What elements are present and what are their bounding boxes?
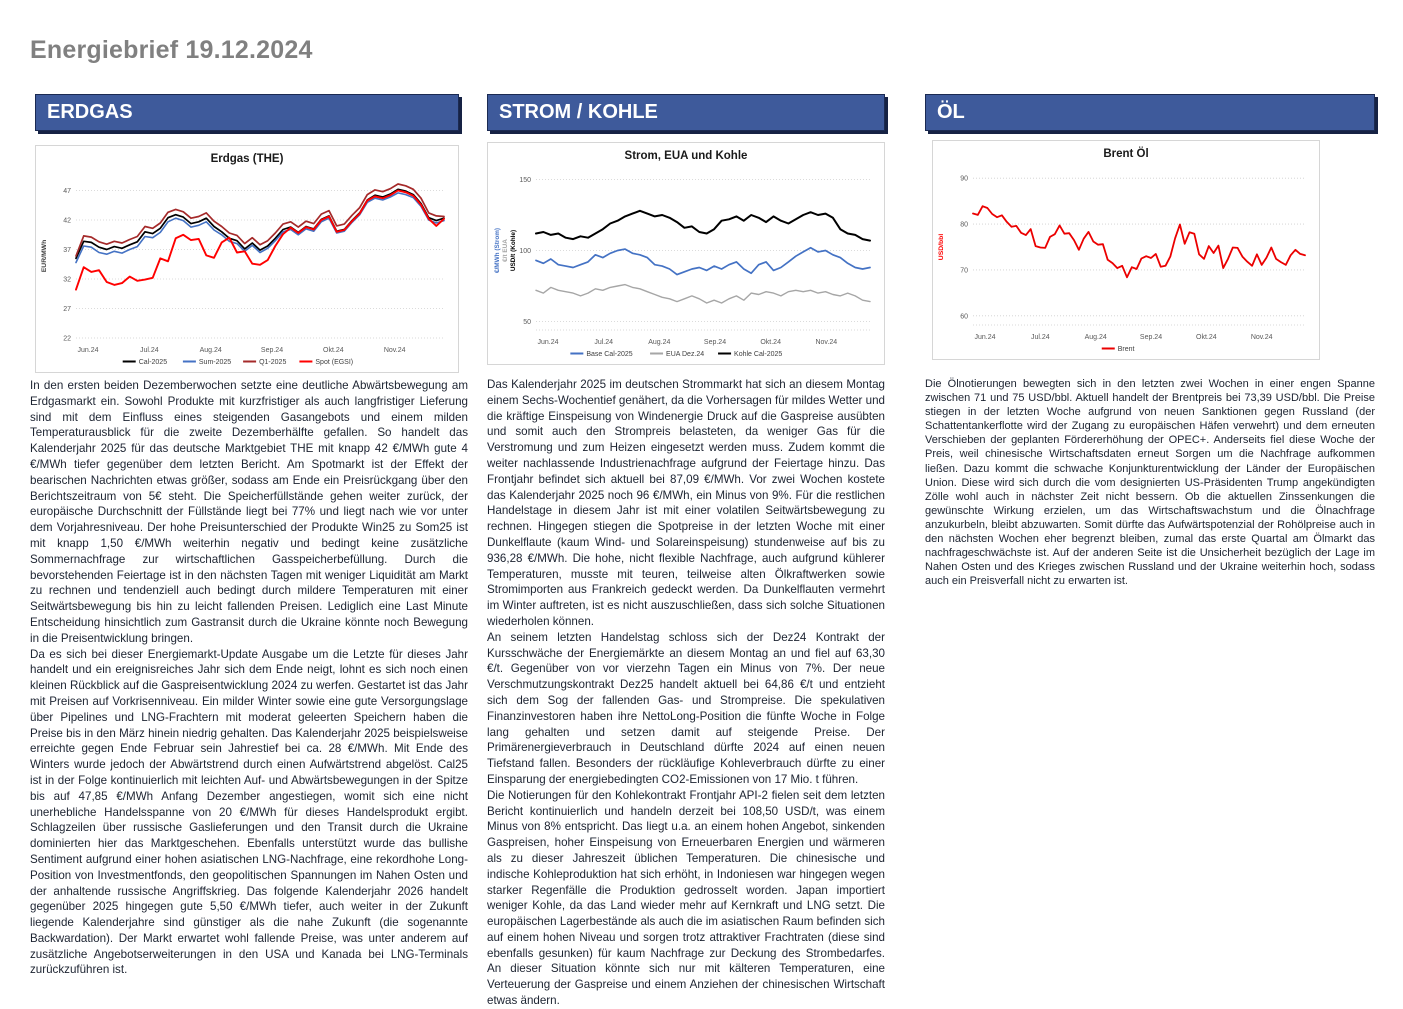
brent-chart: Brent Öl 60 70 80 90 Jun.24 Jul.24 Aug.24 Sep.24…: [932, 140, 1320, 360]
svg-text:Sum-2025: Sum-2025: [199, 359, 231, 366]
svg-text:50: 50: [523, 319, 531, 326]
svg-text:Nov.24: Nov.24: [1251, 334, 1273, 341]
svg-text:150: 150: [519, 177, 531, 184]
svg-text:Jul.24: Jul.24: [140, 347, 159, 354]
oel-paragraph-1: Die Ölnotierungen bewegten sich in den l…: [925, 378, 1375, 588]
strom-eua-kohle-chart-svg: Strom, EUA und Kohle 50 100 150 Jun.24 Jul.24…: [494, 150, 871, 358]
svg-text:Okt.24: Okt.24: [1196, 334, 1217, 341]
svg-text:70: 70: [960, 267, 968, 274]
svg-text:Brent: Brent: [1118, 346, 1135, 353]
strom-paragraph-3: Die Notierungen für den Kohlekontrakt Fr…: [487, 788, 885, 1008]
svg-text:80: 80: [960, 222, 968, 229]
svg-text:Kohle Cal-2025: Kohle Cal-2025: [734, 351, 782, 358]
section-header-erdgas: ERDGAS: [35, 94, 459, 131]
svg-text:Okt.24: Okt.24: [323, 347, 344, 354]
svg-text:60: 60: [960, 313, 968, 320]
svg-text:37: 37: [63, 247, 71, 254]
svg-text:90: 90: [960, 176, 968, 183]
svg-text:EUR/MWh: EUR/MWh: [41, 240, 48, 272]
oel-text: Die Ölnotierungen bewegten sich in den l…: [925, 377, 1375, 588]
svg-text:Sep.24: Sep.24: [1140, 334, 1162, 341]
svg-text:100: 100: [519, 248, 531, 255]
section-header-oel: ÖL: [925, 94, 1375, 131]
svg-text:Jun.24: Jun.24: [77, 347, 98, 354]
svg-text:Brent Öl: Brent Öl: [1103, 147, 1148, 160]
svg-text:Aug.24: Aug.24: [1085, 334, 1107, 341]
svg-text:Aug.24: Aug.24: [648, 339, 670, 346]
erdgas-chart: Erdgas (THE) 22 27 32 37 42 47 Jun.24 Jul.24 Aug.…: [35, 145, 459, 373]
strom-paragraph-2: An seinem letzten Handelstag schloss sic…: [487, 630, 885, 786]
erdgas-chart-svg: Erdgas (THE) 22 27 32 37 42 47 Jun.24 Jul.24 Aug.…: [41, 153, 445, 366]
svg-text:Okt.24: Okt.24: [760, 339, 781, 346]
section-header-strom-kohle: STROM / KOHLE: [487, 94, 885, 131]
erdgas-paragraph-1: In den ersten beiden Dezemberwochen setz…: [30, 379, 468, 645]
svg-text:EUA Dez.24: EUA Dez.24: [666, 351, 704, 358]
brent-chart-svg: Brent Öl 60 70 80 90 Jun.24 Jul.24 Aug.24 Sep.24…: [938, 147, 1306, 353]
svg-text:27: 27: [63, 306, 71, 313]
section-header-oel-label: ÖL: [937, 101, 965, 123]
svg-text:32: 32: [63, 277, 71, 284]
strom-paragraph-1: Das Kalenderjahr 2025 im deutschen Strom…: [487, 378, 885, 628]
erdgas-text: In den ersten beiden Dezemberwochen setz…: [30, 378, 468, 978]
svg-text:Jun.24: Jun.24: [537, 339, 558, 346]
svg-text:Jul.24: Jul.24: [594, 339, 613, 346]
page-title: Energiebrief 19.12.2024: [30, 36, 313, 64]
svg-text:Nov.24: Nov.24: [815, 339, 837, 346]
svg-text:Nov.24: Nov.24: [384, 347, 406, 354]
svg-text:€/MWh (Strom): €/MWh (Strom): [494, 228, 501, 273]
svg-text:Spot (EGSI): Spot (EGSI): [315, 359, 353, 366]
section-header-strom-kohle-label: STROM / KOHLE: [499, 101, 658, 123]
section-header-erdgas-label: ERDGAS: [47, 101, 133, 123]
svg-text:Strom, EUA und Kohle: Strom, EUA und Kohle: [625, 150, 748, 162]
svg-text:USD/t (Kohle): USD/t (Kohle): [510, 230, 517, 271]
svg-text:Erdgas (THE): Erdgas (THE): [211, 153, 284, 165]
svg-text:Sep.24: Sep.24: [704, 339, 726, 346]
svg-text:47: 47: [63, 188, 71, 195]
svg-text:Base Cal-2025: Base Cal-2025: [586, 351, 632, 358]
svg-text:Cal-2025: Cal-2025: [139, 359, 168, 366]
svg-text:Jun.24: Jun.24: [974, 334, 995, 341]
strom-eua-kohle-chart: Strom, EUA und Kohle 50 100 150 Jun.24 Jul.24…: [487, 142, 885, 365]
svg-text:Sep.24: Sep.24: [261, 347, 283, 354]
svg-text:42: 42: [63, 218, 71, 225]
erdgas-paragraph-2: Da es sich bei dieser Energiemarkt-Updat…: [30, 647, 468, 977]
svg-text:Aug.24: Aug.24: [200, 347, 222, 354]
svg-text:€/t EUA: €/t EUA: [502, 239, 509, 262]
svg-text:USD/bbl: USD/bbl: [938, 234, 945, 261]
svg-text:Q1-2025: Q1-2025: [259, 359, 286, 366]
svg-text:22: 22: [63, 336, 71, 343]
strom-kohle-text: Das Kalenderjahr 2025 im deutschen Strom…: [487, 377, 885, 1009]
svg-text:Jul.24: Jul.24: [1031, 334, 1050, 341]
